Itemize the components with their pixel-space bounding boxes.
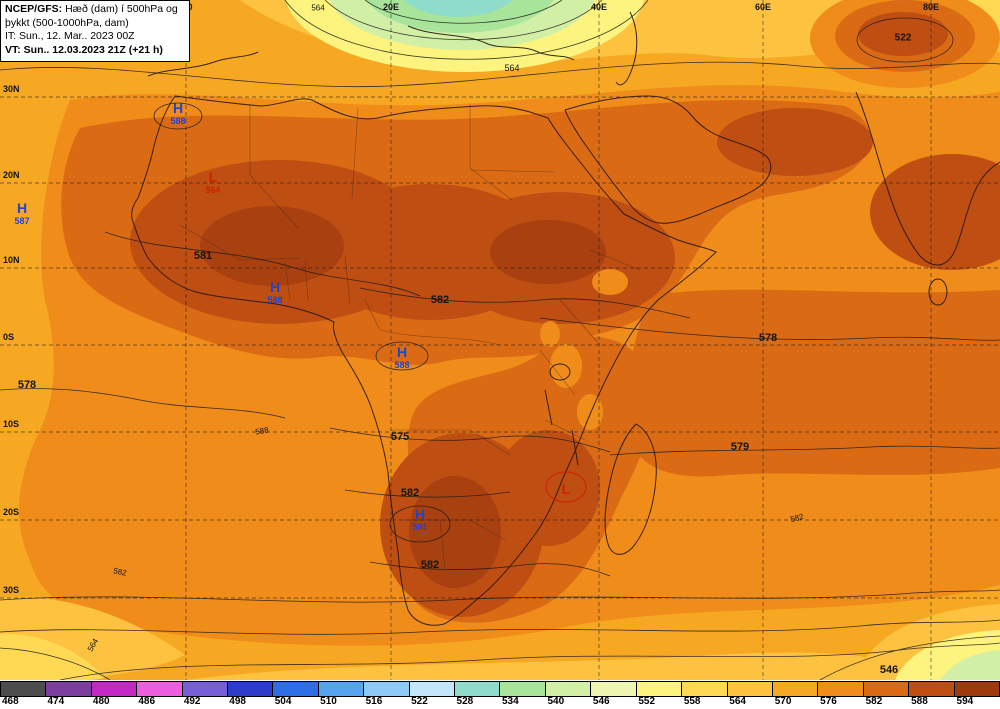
colorbar-value: 498 <box>229 696 246 707</box>
colorbar-value: 552 <box>638 696 656 707</box>
colorbar-cell <box>682 682 728 696</box>
graticule-layer <box>0 0 1000 680</box>
colorbar-labels: 468 474 480 486 492 498 504 510 516 522 528 534 540 5… <box>0 696 1000 709</box>
colorbar-value: 546 <box>592 696 610 707</box>
colorbar-cell <box>137 682 183 696</box>
legend-subtitle: þykkt (500-1000hPa, dam) <box>5 16 129 29</box>
coastline-layer <box>131 11 1000 626</box>
colorbar-cell <box>364 682 410 696</box>
colorbar-value: 486 <box>138 696 156 707</box>
colorbar-cell <box>591 682 637 696</box>
init-time: IT: Sun., 12. Mar.. 2023 00Z <box>5 30 135 43</box>
colorbar-value: 582 <box>865 696 883 707</box>
colorbar-cell <box>1 682 47 696</box>
contour-lines-layer <box>0 0 1000 680</box>
colorbar-cell <box>954 682 999 696</box>
colorbar-cell <box>863 682 910 696</box>
colorbar-value: 522 <box>411 696 428 707</box>
valid-time: VT: Sun.. 12.03.2023 21Z (+21 h) <box>5 43 163 56</box>
model-name: NCEP/GFS: <box>5 3 63 15</box>
colorbar-cell <box>318 682 365 696</box>
colorbar-value: 558 <box>683 696 701 707</box>
colorbar-cell <box>727 682 773 696</box>
colorbar-cell <box>909 682 955 696</box>
colorbar-value: 474 <box>47 696 65 707</box>
colorbar-value: 594 <box>956 696 974 707</box>
colorbar-value: 480 <box>92 696 110 707</box>
colorbar-value: 492 <box>183 696 201 707</box>
map-canvas <box>0 0 1000 680</box>
colorbar-value: 468 <box>2 696 19 707</box>
colorbar-value: 576 <box>820 696 837 707</box>
colorbar-value: 570 <box>774 696 792 707</box>
colorbar-cell <box>228 682 274 696</box>
colorbar-cell <box>273 682 319 696</box>
colorbar-cell <box>91 682 138 696</box>
colorbar-value: 588 <box>911 696 928 707</box>
colorbar-value: 564 <box>729 696 746 707</box>
colorbar-cell <box>500 682 546 696</box>
colorbar-cell <box>818 682 864 696</box>
colorbar-cell <box>46 682 92 696</box>
colorbar-cell <box>636 682 683 696</box>
colorbar-cell <box>772 682 819 696</box>
colorbar-value: 540 <box>547 696 565 707</box>
colorbar-value: 516 <box>365 696 383 707</box>
legend-title-line: NCEP/GFS: Hæð (dam) í 500hPa og <box>5 3 185 17</box>
colorbar-cell <box>409 682 456 696</box>
colorbar-cell <box>182 682 229 696</box>
legend-title-rest: Hæð (dam) í 500hPa og <box>62 3 178 15</box>
legend-box: NCEP/GFS: Hæð (dam) í 500hPa og þykkt (5… <box>0 0 190 62</box>
colorbar-cell <box>455 682 501 696</box>
colorbar-value: 510 <box>320 696 337 707</box>
colorbar-cell <box>545 682 592 696</box>
colorbar-value: 528 <box>456 696 474 707</box>
colorbar-cells <box>0 681 1000 697</box>
colorbar: 468 474 480 486 492 498 504 510 516 522 528 534 540 5… <box>0 680 1000 709</box>
colorbar-value: 504 <box>274 696 292 707</box>
colorbar-value: 534 <box>502 696 519 707</box>
